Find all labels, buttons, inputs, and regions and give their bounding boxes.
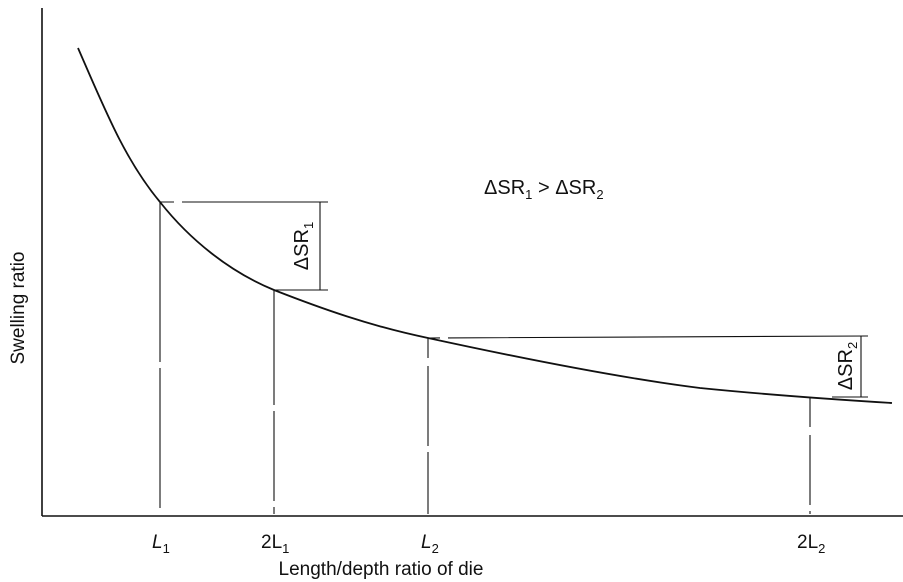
tick-label-l2: L2 [421, 532, 439, 556]
tick-label-l1: L1 [152, 532, 170, 556]
relation-annotation: ΔSR1 > ΔSR2 [484, 177, 604, 202]
x-axis-label: Length/depth ratio of die [279, 559, 484, 580]
tick-label-2l2: 2L2 [797, 532, 825, 556]
delta-sr1-label: ΔSR1 [291, 222, 316, 270]
l2-level-line [427, 335, 869, 339]
swelling-curve [77, 47, 893, 404]
delta-sr2-label: ΔSR2 [835, 342, 860, 390]
tick-label-2l1: 2L1 [261, 532, 289, 556]
y-axis-label: Swelling ratio [8, 252, 29, 365]
